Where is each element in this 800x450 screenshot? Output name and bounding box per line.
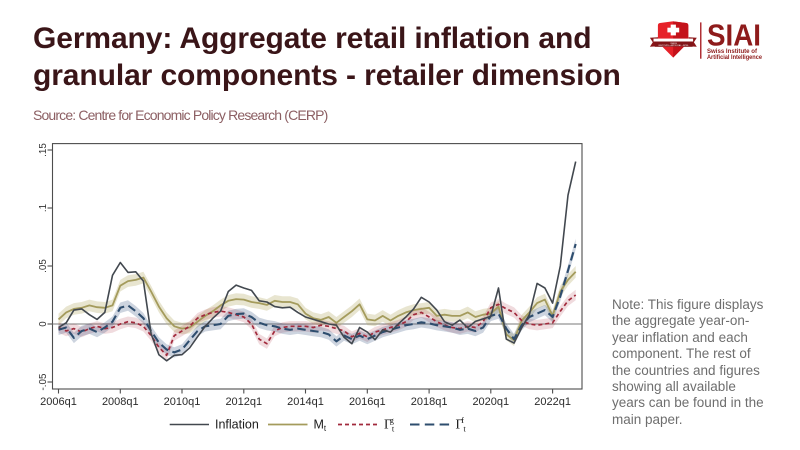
svg-text:Swiss Institute of: Swiss Institute of — [707, 48, 758, 55]
svg-text:2008q1: 2008q1 — [102, 396, 139, 408]
svg-text:SIAI: SIAI — [707, 18, 761, 53]
svg-text:0: 0 — [38, 321, 49, 327]
svg-text:INSTITUTE • ARTIFICIAL • INTEL: INSTITUTE • ARTIFICIAL • INTEL — [659, 44, 690, 47]
svg-text:Γtf: Γtf — [456, 415, 467, 434]
svg-text:2020q1: 2020q1 — [472, 396, 509, 408]
svg-text:.1: .1 — [38, 204, 49, 212]
svg-text:2014q1: 2014q1 — [287, 396, 324, 408]
svg-text:-.05: -.05 — [38, 373, 49, 390]
svg-text:2016q1: 2016q1 — [349, 396, 386, 408]
svg-text:Γtg: Γtg — [384, 415, 395, 434]
svg-text:2018q1: 2018q1 — [411, 396, 448, 408]
svg-text:Inflation: Inflation — [215, 418, 259, 432]
svg-text:Artificial Intelligence: Artificial Intelligence — [707, 54, 763, 61]
svg-text:.15: .15 — [38, 143, 49, 157]
svg-text:SWISS: SWISS — [670, 43, 677, 45]
svg-text:.05: .05 — [38, 259, 49, 273]
svg-text:2022q1: 2022q1 — [534, 396, 571, 408]
svg-text:Mt: Mt — [314, 418, 327, 434]
svg-text:2006q1: 2006q1 — [40, 396, 77, 408]
svg-text:2010q1: 2010q1 — [164, 396, 201, 408]
svg-text:2012q1: 2012q1 — [225, 396, 262, 408]
